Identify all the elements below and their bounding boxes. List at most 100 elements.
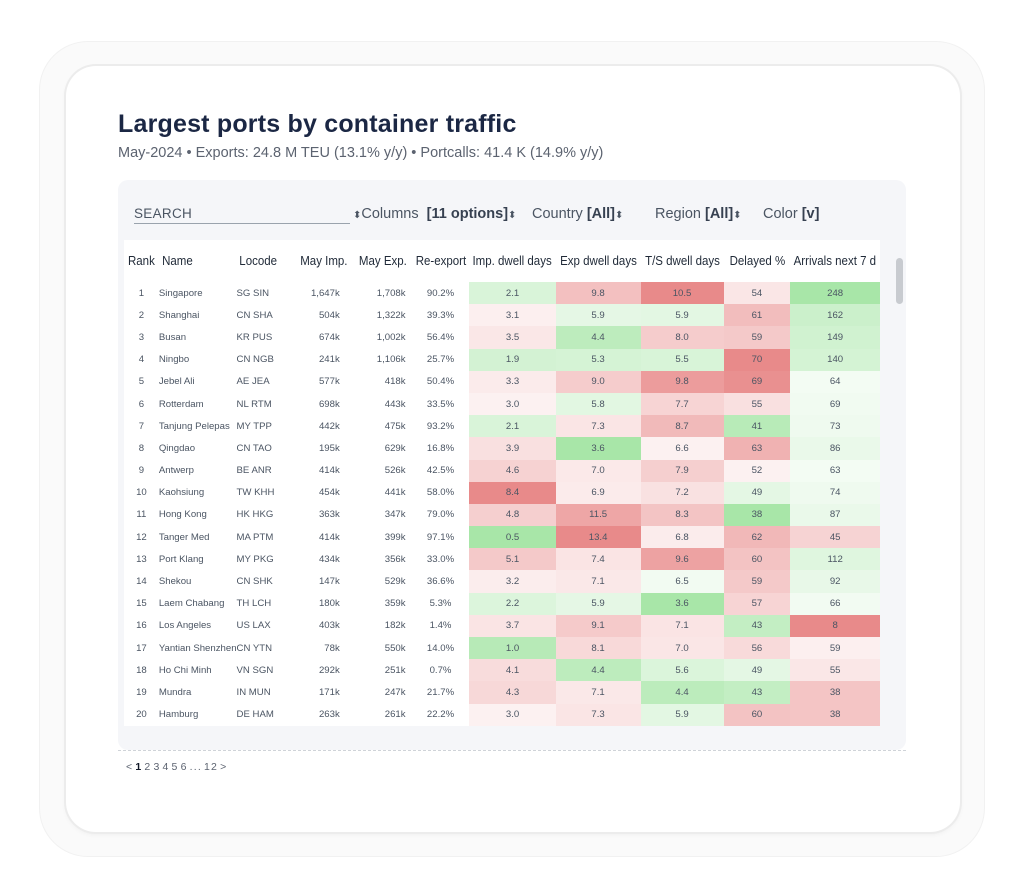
table-row[interactable]: 14 Shekou CN SHK 147k 529k 36.6% 3.2 7.1 6.5 59 92 — [124, 570, 880, 593]
next-page-button[interactable]: > — [220, 761, 228, 773]
cell-may-exp: 182k — [384, 620, 406, 632]
cell-may-exp: 475k — [384, 420, 406, 432]
cell-re-export: 1.4% — [429, 620, 452, 632]
table-row[interactable]: 20 Hamburg DE HAM 263k 261k 22.2% 3.0 7.3 5.9 60 3… — [124, 703, 880, 726]
cell-may-imp: 504k — [318, 309, 340, 321]
cell-locode: MA PTM — [236, 531, 274, 543]
cell-arrivals: 64 — [790, 370, 880, 393]
column-header-re-export[interactable]: Re-export — [415, 254, 466, 268]
cell-arrivals: 74 — [790, 481, 880, 504]
prev-page-button[interactable]: < — [126, 761, 134, 773]
page-link[interactable]: 5 — [171, 761, 179, 773]
cell-name: Tanger Med — [158, 531, 210, 543]
cell-delayed: 70 — [723, 348, 791, 371]
cell-ts-dwell: 9.8 — [640, 370, 724, 393]
cell-ts-dwell: 8.0 — [640, 326, 724, 349]
column-header-arrivals[interactable]: Arrivals next 7 d — [793, 254, 877, 268]
column-header-rank[interactable]: Rank — [127, 254, 155, 268]
cell-may-exp: 418k — [384, 376, 406, 388]
page-ellipsis[interactable]: ... — [189, 761, 202, 773]
cell-exp-dwell: 7.1 — [555, 681, 641, 704]
cell-rank: 15 — [136, 598, 147, 610]
cell-may-imp: 363k — [318, 509, 340, 521]
search-input[interactable]: SEARCH — [134, 206, 350, 224]
cell-name: Qingdao — [158, 442, 196, 454]
cell-re-export: 21.7% — [426, 686, 455, 698]
cell-rank: 8 — [138, 442, 145, 454]
vertical-scrollbar[interactable] — [896, 258, 903, 304]
cell-may-imp: 195k — [318, 442, 340, 454]
cell-locode: NL RTM — [236, 398, 272, 410]
table-row[interactable]: 6 Rotterdam NL RTM 698k 443k 33.5% 3.0 5.8 7.7 55… — [124, 392, 880, 416]
table-row[interactable]: 1 Singapore SG SIN 1,647k 1,708k 90.2% 2.1 9.8 1… — [124, 282, 880, 305]
page-link[interactable]: 3 — [153, 761, 161, 773]
column-header-locode[interactable]: Locode — [238, 254, 277, 268]
page-link[interactable]: 6 — [180, 761, 188, 773]
column-header-imp-dwell[interactable]: Imp. dwell days — [472, 254, 553, 268]
table-row[interactable]: 15 Laem Chabang TH LCH 180k 359k 5.3% 2.2 5.9 3.… — [124, 592, 880, 615]
cell-name: Shekou — [158, 576, 192, 588]
region-filter[interactable]: Region [All]⬍ — [655, 206, 742, 222]
table-row[interactable]: 11 Hong Kong HK HKG 363k 347k 79.0% 4.8 11.5 8.3… — [124, 503, 880, 527]
cell-delayed: 56 — [723, 637, 791, 660]
column-header-exp-dwell[interactable]: Exp dwell days — [559, 254, 637, 268]
table-row[interactable]: 16 Los Angeles US LAX 403k 182k 1.4% 3.7 9.1 7.1… — [124, 614, 880, 637]
table-row[interactable]: 10 Kaohsiung TW KHH 454k 441k 58.0% 8.4 6.9 7.2 4… — [124, 481, 880, 504]
column-header-delayed[interactable]: Delayed % — [729, 254, 785, 268]
cell-may-imp: 147k — [318, 576, 340, 588]
table-row[interactable]: 19 Mundra IN MUN 171k 247k 21.7% 4.3 7.1 4.4 43 38 — [124, 681, 880, 704]
country-filter[interactable]: Country [All]⬍ — [532, 206, 623, 222]
cell-imp-dwell: 3.3 — [469, 370, 556, 393]
cell-may-exp: 1,002k — [376, 331, 406, 343]
cell-re-export: 58.0% — [426, 487, 455, 499]
cell-may-exp: 261k — [384, 709, 406, 721]
cell-name: Laem Chabang — [158, 598, 225, 610]
table-row[interactable]: 5 Jebel Ali AE JEA 577k 418k 50.4% 3.3 9.0 9.8 69… — [124, 370, 880, 393]
cell-arrivals: 66 — [790, 592, 880, 615]
color-filter[interactable]: Color [v] — [763, 206, 819, 222]
cell-may-imp: 698k — [318, 398, 340, 410]
table-row[interactable]: 18 Ho Chi Minh VN SGN 292k 251k 0.7% 4.1 4.4 5.6… — [124, 659, 880, 682]
table-row[interactable]: 3 Busan KR PUS 674k 1,002k 56.4% 3.5 4.4 8.0 59 14… — [124, 326, 880, 349]
cell-arrivals: 38 — [790, 703, 880, 726]
table-row[interactable]: 17 Yantian Shenzhen CN YTN 78k 550k 14.0% 1.0 8… — [124, 637, 880, 660]
cell-exp-dwell: 13.4 — [555, 526, 641, 549]
cell-name: Singapore — [158, 287, 203, 299]
cell-exp-dwell: 6.9 — [555, 481, 641, 504]
page-link[interactable]: 1 — [135, 761, 143, 773]
cell-rank: 10 — [136, 487, 147, 499]
cell-may-exp: 359k — [384, 598, 406, 610]
columns-dropdown[interactable]: ⬍Columns [11 options]⬍ — [353, 206, 516, 222]
table-row[interactable]: 4 Ningbo CN NGB 241k 1,106k 25.7% 1.9 5.3 5.5 70 1… — [124, 348, 880, 371]
table-row[interactable]: 7 Tanjung Pelepas MY TPP 442k 475k 93.2% 2.1 7.… — [124, 415, 880, 438]
column-header-may-imp[interactable]: May Imp. — [300, 254, 348, 268]
table-row[interactable]: 13 Port Klang MY PKG 434k 356k 33.0% 5.1 7.4 9.6… — [124, 548, 880, 571]
cell-rank: 4 — [138, 354, 145, 366]
cell-arrivals: 140 — [790, 348, 880, 371]
cell-exp-dwell: 8.1 — [555, 637, 641, 660]
cell-imp-dwell: 2.2 — [469, 592, 556, 615]
cell-delayed: 52 — [723, 459, 791, 482]
page-link[interactable]: 12 — [203, 761, 219, 773]
column-header-may-exp[interactable]: May Exp. — [358, 254, 407, 268]
table-row[interactable]: 9 Antwerp BE ANR 414k 526k 42.5% 4.6 7.0 7.9 52 63 — [124, 459, 880, 482]
table-row[interactable]: 2 Shanghai CN SHA 504k 1,322k 39.3% 3.1 5.9 5.9 6… — [124, 304, 880, 327]
cell-locode: CN NGB — [236, 354, 274, 366]
columns-value: [11 options] — [426, 206, 509, 222]
column-header-name[interactable]: Name — [161, 254, 193, 268]
country-label: Country — [532, 206, 583, 222]
cell-exp-dwell: 3.6 — [555, 437, 641, 460]
cell-ts-dwell: 7.2 — [640, 481, 724, 504]
cell-exp-dwell: 5.3 — [555, 348, 641, 371]
cell-name: Los Angeles — [158, 620, 212, 632]
cell-name: Busan — [158, 331, 187, 343]
page-link[interactable]: 4 — [162, 761, 170, 773]
cell-ts-dwell: 3.6 — [640, 592, 724, 615]
cell-ts-dwell: 8.3 — [640, 503, 724, 527]
table-row[interactable]: 8 Qingdao CN TAO 195k 629k 16.8% 3.9 3.6 6.6 63 86 — [124, 437, 880, 460]
table-row[interactable]: 12 Tanger Med MA PTM 414k 399k 97.1% 0.5 13.4 6.… — [124, 526, 880, 549]
sort-arrows-icon: ⬍ — [733, 210, 742, 221]
cell-ts-dwell: 6.8 — [640, 526, 724, 549]
column-header-ts-dwell[interactable]: T/S dwell days — [644, 254, 720, 268]
page-link[interactable]: 2 — [144, 761, 152, 773]
